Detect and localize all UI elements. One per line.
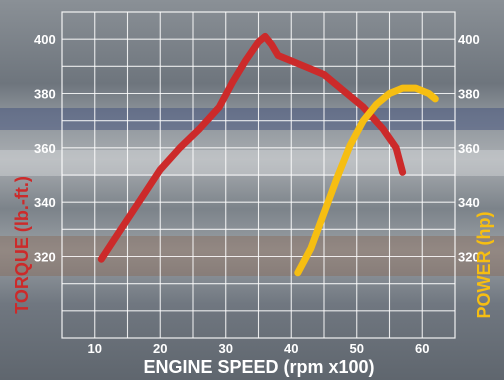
y-tick-label-left: 360 <box>34 141 56 156</box>
torque-curve <box>97 32 407 263</box>
x-axis-label: ENGINE SPEED (rpm x100) <box>143 357 374 377</box>
x-tick-label: 10 <box>88 341 102 356</box>
x-tick-label: 40 <box>284 341 298 356</box>
series-group <box>97 32 439 277</box>
x-tick-label: 20 <box>153 341 167 356</box>
y-tick-label-left: 400 <box>34 32 56 47</box>
y-tick-label-right: 380 <box>458 87 480 102</box>
y-tick-label-left: 380 <box>34 87 56 102</box>
y-axis-label-power: POWER (hp) <box>474 212 494 319</box>
y-tick-label-right: 360 <box>458 141 480 156</box>
x-tick-label: 30 <box>219 341 233 356</box>
y-tick-label-left: 320 <box>34 250 56 265</box>
y-tick-label-right: 320 <box>458 250 480 265</box>
y-tick-label-right: 340 <box>458 195 480 210</box>
y-axis-label-torque: TORQUE (lb.-ft.) <box>12 176 32 314</box>
x-tick-label: 60 <box>415 341 429 356</box>
power-curve <box>294 84 439 277</box>
y-tick-label-left: 340 <box>34 195 56 210</box>
background-blur-band <box>0 150 504 176</box>
tick-labels: 10 20 30 40 50 60 320 340 360 380 400 320 340 360 380 4… <box>34 32 480 356</box>
grid-lines <box>61 11 456 339</box>
y-tick-label-right: 400 <box>458 32 480 47</box>
x-tick-label: 50 <box>350 341 364 356</box>
